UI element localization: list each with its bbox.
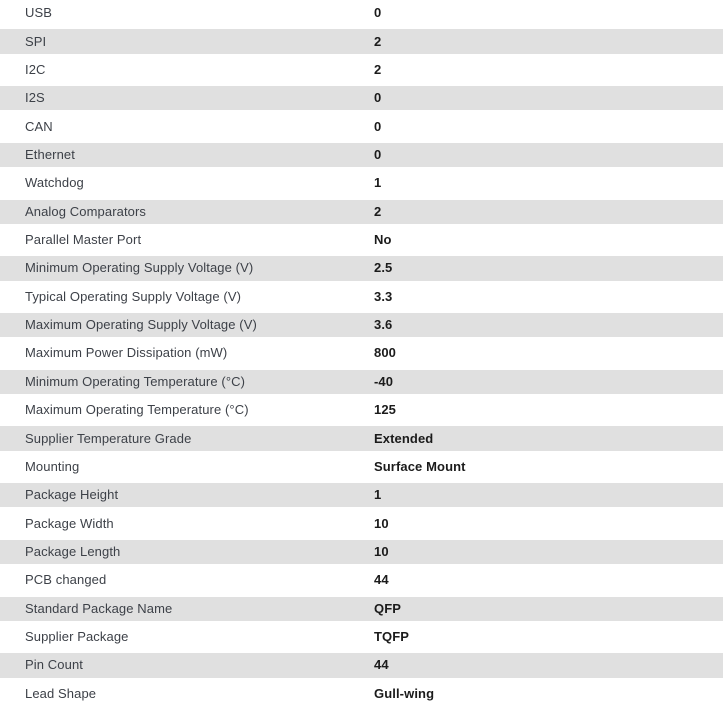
- spec-value: 3.3: [374, 288, 393, 304]
- spec-value: -40: [374, 373, 394, 389]
- table-row: Mounting Surface Mount: [0, 453, 723, 483]
- spec-value: 1: [374, 487, 382, 503]
- spec-label: Analog Comparators: [25, 203, 147, 219]
- spec-value: 2.5: [374, 260, 393, 276]
- spec-value: 1: [374, 175, 382, 191]
- table-row: Package Length 10: [0, 538, 723, 568]
- table-row: Pin Count 44: [0, 652, 723, 681]
- table-row: I2C 2: [0, 56, 723, 86]
- table-row: CAN 0: [0, 113, 723, 142]
- spec-label: USB: [25, 5, 53, 21]
- spec-label: Minimum Operating Supply Voltage (V): [25, 260, 254, 276]
- spec-label: Lead Shape: [25, 685, 97, 701]
- spec-label: Minimum Operating Temperature (°C): [25, 373, 246, 389]
- table-row: Supplier Package TQFP: [0, 623, 723, 653]
- spec-label: I2S: [25, 90, 45, 106]
- table-row: Maximum Operating Supply Voltage (V) 3.6: [0, 311, 723, 341]
- spec-value: 2: [374, 61, 382, 77]
- spec-value: No: [374, 232, 392, 248]
- spec-value: 0: [374, 5, 382, 21]
- table-row: Parallel Master Port No: [0, 226, 723, 256]
- spec-value: 0: [374, 146, 382, 162]
- spec-value: 0: [374, 90, 382, 106]
- spec-label: Mounting: [25, 458, 80, 474]
- spec-label: Package Width: [25, 515, 114, 531]
- table-row: Typical Operating Supply Voltage (V) 3.3: [0, 283, 723, 312]
- table-row: PCB changed 44: [0, 567, 723, 596]
- spec-label: CAN: [25, 118, 53, 134]
- table-row: Analog Comparators 2: [0, 198, 723, 227]
- table-row: USB 0: [0, 0, 723, 29]
- table-row: Maximum Power Dissipation (mW) 800: [0, 340, 723, 369]
- spec-value: 44: [374, 657, 389, 673]
- table-row: Supplier Temperature Grade Extended: [0, 425, 723, 454]
- table-row: SPI 2: [0, 28, 723, 57]
- spec-value: TQFP: [374, 629, 410, 645]
- spec-value: 2: [374, 203, 382, 219]
- spec-label: Maximum Operating Supply Voltage (V): [25, 317, 257, 333]
- spec-label: Maximum Operating Temperature (°C): [25, 402, 249, 418]
- spec-label: Pin Count: [25, 657, 83, 673]
- table-row: Minimum Operating Temperature (°C) -40: [0, 368, 723, 398]
- spec-label: Package Height: [25, 487, 119, 503]
- spec-value: Gull-wing: [374, 685, 435, 701]
- spec-label: I2C: [25, 61, 46, 77]
- spec-label: Typical Operating Supply Voltage (V): [25, 288, 242, 304]
- spec-value: 10: [374, 544, 389, 559]
- spec-label: Watchdog: [25, 175, 84, 191]
- spec-value: 3.6: [374, 317, 393, 333]
- table-row: Minimum Operating Supply Voltage (V) 2.5: [0, 255, 723, 284]
- table-row: Ethernet 0: [0, 141, 723, 171]
- spec-value: 0: [374, 118, 382, 134]
- table-row: I2S 0: [0, 85, 723, 114]
- spec-value: Extended: [374, 430, 434, 446]
- table-row: Maximum Operating Temperature (°C) 125: [0, 397, 723, 426]
- spec-value: 10: [374, 515, 389, 531]
- spec-label: Standard Package Name: [25, 600, 173, 616]
- table-row: Lead Shape Gull-wing: [0, 680, 723, 709]
- spec-label: Ethernet: [25, 146, 75, 162]
- spec-value: 125: [374, 402, 396, 418]
- spec-value: 2: [374, 33, 382, 49]
- spec-label: Supplier Package: [25, 629, 129, 645]
- spec-value: Surface Mount: [374, 458, 466, 474]
- spec-label: SPI: [25, 33, 47, 49]
- table-row: Package Width 10: [0, 510, 723, 539]
- spec-label: Maximum Power Dissipation (mW): [25, 345, 228, 361]
- spec-label: Supplier Temperature Grade: [25, 430, 192, 446]
- table-row: Watchdog 1: [0, 170, 723, 199]
- spec-label: Package Length: [25, 544, 121, 559]
- table-row: Package Height 1: [0, 482, 723, 511]
- spec-label: Parallel Master Port: [25, 232, 142, 248]
- table-row: Standard Package Name QFP: [0, 595, 723, 624]
- spec-value: 800: [374, 345, 396, 361]
- spec-value: 44: [374, 572, 389, 588]
- spec-value: QFP: [374, 600, 402, 616]
- spec-label: PCB changed: [25, 572, 107, 588]
